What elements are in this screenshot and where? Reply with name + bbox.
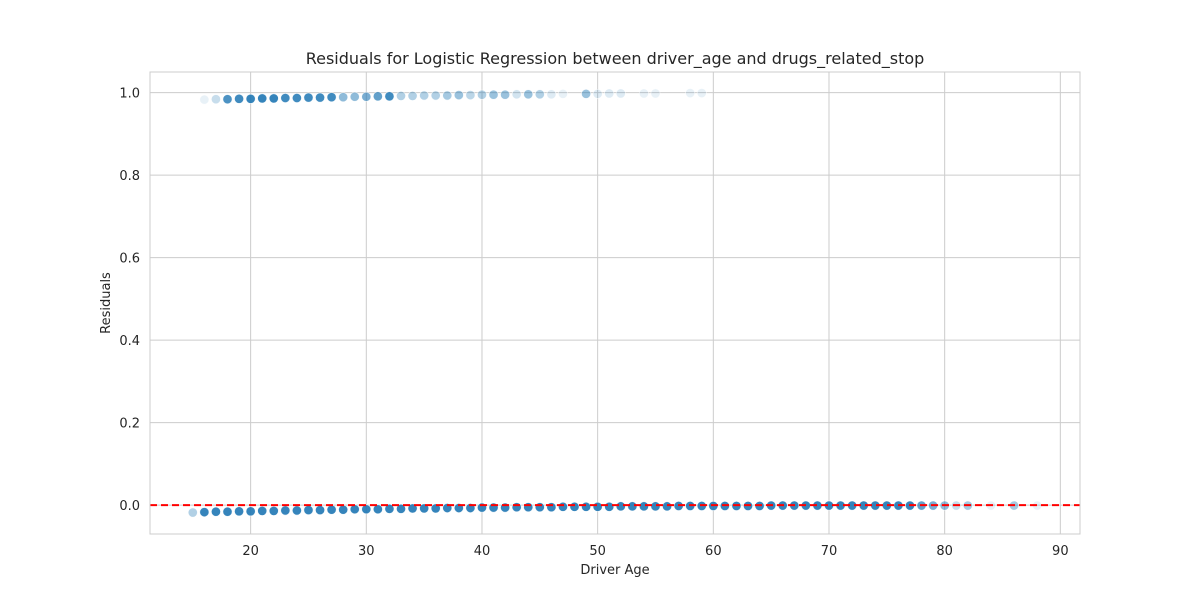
x-axis-label: Driver Age [580,563,649,578]
data-point [234,506,244,517]
data-point [592,88,603,99]
data-point [419,90,430,101]
data-point [477,89,487,100]
data-point [257,93,268,104]
data-point [662,501,672,512]
data-point [199,94,210,105]
data-point [511,89,522,100]
data-point [546,89,557,100]
data-point [349,91,360,102]
y-tick-labels: 0.0 0.2 0.4 0.6 0.8 1.0 [119,87,140,515]
data-point [534,89,545,100]
data-point [442,90,453,101]
data-point [234,93,244,104]
data-point [257,505,268,516]
data-point [315,505,325,515]
data-point [488,89,499,100]
data-point [280,93,291,103]
data-point [430,90,441,101]
grid [150,72,1080,534]
data-point [581,88,591,99]
data-point [639,501,649,512]
data-point [199,507,210,518]
data-point [407,91,418,101]
data-point [211,506,221,517]
chart-title: Residuals for Logistic Regression betwee… [306,49,925,69]
data-point [211,94,221,105]
data-point [696,88,707,98]
data-point [627,501,638,512]
data-point [650,88,661,99]
data-point [604,88,615,99]
data-point [500,89,511,100]
data-point [581,501,591,512]
x-tick-label: 90 [1052,544,1069,559]
y-tick-label: 0.2 [119,417,140,432]
data-point [222,506,233,517]
x-tick-label: 70 [821,544,838,559]
y-tick-label: 0.4 [119,334,140,349]
data-point [558,88,568,99]
x-tick-label: 80 [936,544,953,559]
data-point [384,91,395,102]
x-tick-label: 40 [474,544,491,559]
y-tick-label: 0.6 [119,252,140,267]
data-point [569,501,580,512]
x-tick-label: 60 [705,544,722,559]
data-point [303,92,314,103]
x-tick-labels: 20 30 40 50 60 70 80 90 [242,544,1068,559]
data-point [361,91,372,102]
data-point [292,93,302,103]
data-point [245,93,256,104]
data-point [523,89,534,100]
data-point [396,91,406,101]
data-point [546,502,557,513]
x-tick-label: 20 [242,544,259,559]
plot-frame [149,71,1081,535]
data-point [534,502,545,513]
data-point [372,504,383,515]
data-point [592,501,603,512]
data-point [268,505,279,516]
data-point [650,501,661,512]
data-point [187,507,198,518]
y-tick-label: 1.0 [119,87,140,102]
data-point [615,88,626,99]
y-tick-label: 0.8 [119,169,140,184]
data-point [222,94,233,105]
data-point [292,505,302,516]
data-point [303,505,314,515]
data-point [326,504,337,515]
data-point [511,502,522,513]
data-point [384,503,395,514]
data-point [453,90,464,100]
y-tick-label: 0.0 [119,499,140,514]
data-point [558,501,568,512]
x-tick-label: 30 [358,544,375,559]
data-points [187,88,1043,518]
data-point [280,505,291,516]
data-point [639,88,649,99]
data-point [245,506,256,517]
data-point [326,92,337,103]
data-point [338,92,349,103]
data-point [338,504,349,515]
y-axis-label: Residuals [99,272,114,334]
data-point [615,501,626,512]
data-point [396,503,406,514]
data-point [523,502,534,513]
data-point [685,88,696,98]
data-point [315,92,325,103]
x-tick-label: 50 [589,544,606,559]
data-point [361,504,372,515]
data-point [372,91,383,102]
data-point [604,501,615,512]
data-point [465,90,476,100]
data-point [268,93,279,104]
